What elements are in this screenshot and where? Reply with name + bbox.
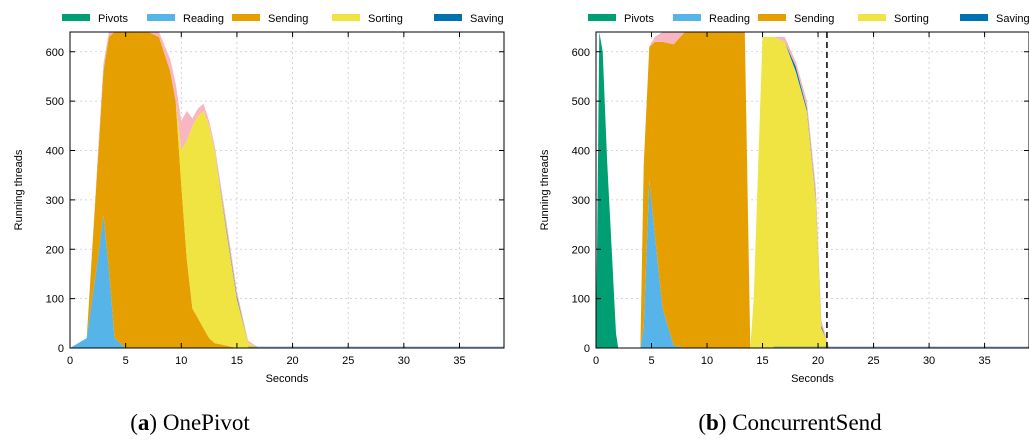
y-tick-label: 400 <box>46 146 64 158</box>
x-tick-label: 10 <box>175 355 187 367</box>
plot-frame <box>69 31 505 349</box>
legend-swatch <box>62 14 90 21</box>
y-tick-label: 600 <box>572 47 590 59</box>
legend-item: Saving <box>434 13 504 25</box>
y-axis-label: Running threads <box>13 149 25 230</box>
x-tick-label: 10 <box>701 355 713 367</box>
y-tick-label: 600 <box>46 47 64 59</box>
stacked-areas <box>596 32 1029 348</box>
y-tick-label: 100 <box>46 294 64 306</box>
chart-panel-b: 0 100 200 300 400 500 600 0 5 10 15 20 25 30 35 Seconds… <box>539 31 1029 385</box>
legend-label: Saving <box>996 13 1029 25</box>
caption-text: ConcurrentSend <box>732 410 882 435</box>
y-tick-label: 0 <box>584 343 590 355</box>
y-tick-label: 500 <box>572 96 590 108</box>
legend-label: Pivots <box>98 13 128 25</box>
x-tick-label: 30 <box>398 355 410 367</box>
x-tick-label: 35 <box>453 355 465 367</box>
legend-swatch <box>673 14 701 21</box>
legend-item: Sending <box>758 13 834 25</box>
x-tick-label: 30 <box>923 355 935 367</box>
legend-item: Saving <box>960 13 1029 25</box>
y-tick-label: 400 <box>572 146 590 158</box>
x-tick-label: 25 <box>342 355 354 367</box>
legend-label: Sorting <box>894 13 929 25</box>
y-axis-label: Running threads <box>539 149 551 230</box>
y-tick-label: 0 <box>58 343 64 355</box>
area-overflow <box>70 32 504 348</box>
legend-label: Sending <box>268 13 308 25</box>
legend-label: Saving <box>470 13 504 25</box>
x-tick-label: 0 <box>593 355 599 367</box>
x-tick-label: 15 <box>231 355 243 367</box>
y-tick-label: 200 <box>572 244 590 256</box>
legend-swatch <box>332 14 360 21</box>
area-sending <box>70 32 504 348</box>
x-tick-label: 20 <box>812 355 824 367</box>
legend-item: Sorting <box>332 13 403 25</box>
svg-text:(b) ConcurrentSend: (b) ConcurrentSend <box>698 410 882 435</box>
legend-a: Pivots Reading Sending Sorting Saving <box>62 13 504 25</box>
legend-item: Sending <box>232 13 308 25</box>
legend-swatch <box>758 14 786 21</box>
legend-swatch <box>858 14 886 21</box>
y-tick-label: 300 <box>46 195 64 207</box>
area-sorting <box>596 32 1029 348</box>
x-tick-label: 5 <box>648 355 654 367</box>
grid <box>70 32 504 348</box>
caption-tag: a <box>138 410 150 435</box>
area-reading <box>70 214 504 348</box>
legend-swatch <box>232 14 260 21</box>
axis-ticks: 0 100 200 300 400 500 600 0 5 10 15 20 25 30 35 <box>572 32 1029 367</box>
plot-frame <box>595 31 1029 349</box>
caption-b: (b) ConcurrentSend <box>698 410 882 435</box>
legend-item: Sorting <box>858 13 929 25</box>
x-axis-label: Seconds <box>266 373 309 385</box>
x-tick-label: 5 <box>123 355 129 367</box>
x-tick-label: 0 <box>67 355 73 367</box>
legend-item: Pivots <box>62 13 128 25</box>
x-axis-label: Seconds <box>791 373 834 385</box>
legend-swatch <box>147 14 175 21</box>
legend-label: Sorting <box>368 13 403 25</box>
y-tick-label: 500 <box>46 96 64 108</box>
stacked-areas <box>70 32 504 348</box>
legend-swatch <box>434 14 462 21</box>
legend-label: Pivots <box>624 13 654 25</box>
caption-tag: b <box>706 410 719 435</box>
y-tick-label: 300 <box>572 195 590 207</box>
caption-text: OnePivot <box>163 410 251 435</box>
x-tick-label: 15 <box>756 355 768 367</box>
svg-text:(a) OnePivot: (a) OnePivot <box>130 410 250 435</box>
legend-item: Reading <box>147 13 224 25</box>
x-tick-label: 25 <box>867 355 879 367</box>
y-tick-label: 100 <box>572 294 590 306</box>
legend-label: Sending <box>794 13 834 25</box>
legend-swatch <box>588 14 616 21</box>
legend-swatch <box>960 14 988 21</box>
caption-a: (a) OnePivot <box>130 410 250 435</box>
legend-item: Pivots <box>588 13 654 25</box>
x-tick-label: 20 <box>286 355 298 367</box>
legend-item: Reading <box>673 13 750 25</box>
legend-label: Reading <box>709 13 750 25</box>
legend-label: Reading <box>183 13 224 25</box>
x-tick-label: 35 <box>978 355 990 367</box>
y-tick-label: 200 <box>46 244 64 256</box>
chart-panel-a: 0 100 200 300 400 500 600 0 5 10 15 20 25 30 35 Seconds… <box>13 31 505 385</box>
legend-b: Pivots Reading Sending Sorting Saving <box>588 13 1029 25</box>
axis-ticks: 0 100 200 300 400 500 600 0 5 10 15 20 25 30 35 <box>46 32 504 367</box>
area-sending <box>596 32 1029 348</box>
